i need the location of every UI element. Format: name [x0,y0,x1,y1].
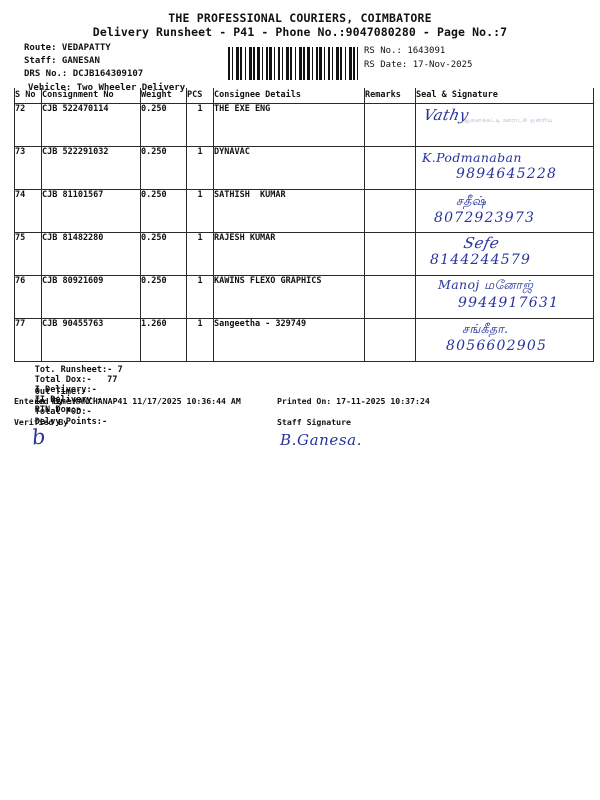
barcode-icon [228,47,358,80]
staff-signature-label: Staff Signature [277,417,351,427]
signature-name: Sefe [462,234,502,252]
document-subtitle: Delivery Runsheet - P41 - Phone No.:9047… [92,25,508,39]
entered-by: Entered By :KANCHANAP41 11/17/2025 10:36… [14,396,241,406]
drs-no-line: DRS No.: DCJB164309107 [24,69,144,80]
vehicle-line: Vehicle: Two Wheeler Delivery [28,82,186,93]
cell-consignment: CJB 80921609 [41,275,141,319]
cell-consignment: CJB 81101567 [41,189,141,233]
header-meta-right: RS No.: 1643091 RS Date: 17-Nov-2025 [364,44,472,72]
cell-consignment: CJB 81482280 [41,232,141,276]
table-header: S No Consignment No Weight PCS Consignee… [14,88,594,104]
cell-s-no: 75 [14,232,42,276]
signature-faint-stamp: ஆனைக்கட்டி ஊராட்சி ஒன்றிய [462,117,553,124]
signature-number: 9944917631 [458,295,560,311]
cell-weight: 0.250 [140,232,187,276]
cell-pcs: 1 [186,232,214,276]
cell-s-no: 73 [14,146,42,190]
cell-seal-signature: Vathy ஆனைக்கட்டி ஊராட்சி ஒன்றிய [415,103,594,147]
cell-consignee: SATHISH KUMAR [213,189,365,233]
verified-by-signature: b [30,424,47,450]
verified-by-label: Verified By [14,417,69,427]
cell-seal-signature: Manoj மனோஜ் 9944917631 [415,275,594,319]
signature-name: சதீஷ் [456,193,487,208]
signature-number: 8072923973 [434,210,536,226]
cell-consignee: RAJESH KUMAR [213,232,365,276]
table-row: 72 CJB 522470114 0.250 1 THE EXE ENG Vat… [14,103,594,147]
cell-pcs: 1 [186,189,214,233]
cell-s-no: 72 [14,103,42,147]
col-remarks: Remarks [364,88,416,104]
total-pod: Total POD:- [34,407,92,417]
table-row: 77 CJB 90455763 1.260 1 Sangeetha - 3297… [14,318,594,362]
cell-seal-signature: சங்கீதா. 8056602905 [415,318,594,362]
printed-on: Printed On: 17-11-2025 10:37:24 [277,396,430,406]
cell-pcs: 1 [186,103,214,147]
col-pcs: PCS [186,88,214,104]
delvy-points: Delvy Points:- [34,417,108,427]
runsheet-table: S No Consignment No Weight PCS Consignee… [14,88,594,362]
col-s-no: S No [14,88,42,104]
ii-delivery: II Delivery:- [34,395,102,405]
tot-runsheet: Tot. Runsheet:- 7 [34,365,123,375]
col-seal-signature: Seal & Signature [415,88,594,104]
table-row: 76 CJB 80921609 0.250 1 KAWINS FLEXO GRA… [14,275,594,319]
route-line: Route: VEDAPATTY [24,43,111,53]
table-body: 72 CJB 522470114 0.250 1 THE EXE ENG Vat… [14,103,594,362]
cell-consignment: CJB 90455763 [41,318,141,362]
table-row: 73 CJB 522291032 0.250 1 DYNAVAC K.Podma… [14,146,594,190]
cell-seal-signature: Sefe 8144244579 [415,232,594,276]
cell-consignee: KAWINS FLEXO GRAPHICS [213,275,365,319]
col-consignment: Consignment No [41,88,141,104]
cell-remarks [364,275,416,319]
table-header-row: S No Consignment No Weight PCS Consignee… [14,88,594,104]
cell-weight: 0.250 [140,275,187,319]
col-weight: Weight [140,88,187,104]
table-row: 74 CJB 81101567 0.250 1 SATHISH KUMAR சத… [14,189,594,233]
cell-consignee: Sangeetha - 329749 [213,318,365,362]
cell-s-no: 74 [14,189,42,233]
signature-number: 9894645228 [456,166,558,182]
signature-name: Manoj மனோஜ் [438,277,534,292]
cell-s-no: 77 [14,318,42,362]
cell-weight: 1.260 [140,318,187,362]
staff-signature-value: B.Ganesa. [280,431,363,449]
total-dox: Total Dox:- 77 [34,375,118,385]
cell-pcs: 1 [186,146,214,190]
cell-remarks [364,232,416,276]
staff-line: Staff: GANESAN [24,56,100,67]
col-consignee: Consignee Details [213,88,365,104]
signature-number: 8144244579 [430,252,532,268]
summary-row-2: Out Time:- In Time:- Total POD:- Delvy P… [14,377,586,437]
header-meta: Route: VEDAPATTY Staff: GANESAN DRS No.:… [0,42,600,94]
rtn-dox: RTN Dox:- [34,405,82,415]
cell-weight: 0.250 [140,103,187,147]
cell-consignment: CJB 522470114 [41,103,141,147]
out-time: Out Time:- [34,387,87,397]
cell-remarks [364,146,416,190]
cell-consignee: DYNAVAC [213,146,365,190]
cell-weight: 0.250 [140,146,187,190]
cell-seal-signature: சதீஷ் 8072923973 [415,189,594,233]
header-meta-left: Route: VEDAPATTY Staff: GANESAN DRS No.:… [24,42,185,95]
signature-number: 8056602905 [446,338,548,354]
cell-weight: 0.250 [140,189,187,233]
cell-remarks [364,103,416,147]
table-row: 75 CJB 81482280 0.250 1 RAJESH KUMAR Sef… [14,232,594,276]
cell-s-no: 76 [14,275,42,319]
cell-remarks [364,189,416,233]
rs-date-line: RS Date: 17-Nov-2025 [364,60,473,70]
company-title: THE PROFESSIONAL COURIERS, COIMBATORE [168,11,432,25]
in-time: In Time:- [34,397,82,407]
cell-consignee: THE EXE ENG [213,103,365,147]
signature-name: சங்கீதா. [462,321,509,336]
signature-name: K.Podmanaban [422,150,522,165]
cell-pcs: 1 [186,275,214,319]
i-delivery: I Delivery:- [34,385,97,395]
cell-consignment: CJB 522291032 [41,146,141,190]
rs-no-line: RS No.: 1643091 [364,46,446,56]
summary-row-1: Tot. Runsheet:- 7 Total Dox:- 77 I Deliv… [14,355,586,425]
cell-seal-signature: K.Podmanaban 9894645228 [415,146,594,190]
